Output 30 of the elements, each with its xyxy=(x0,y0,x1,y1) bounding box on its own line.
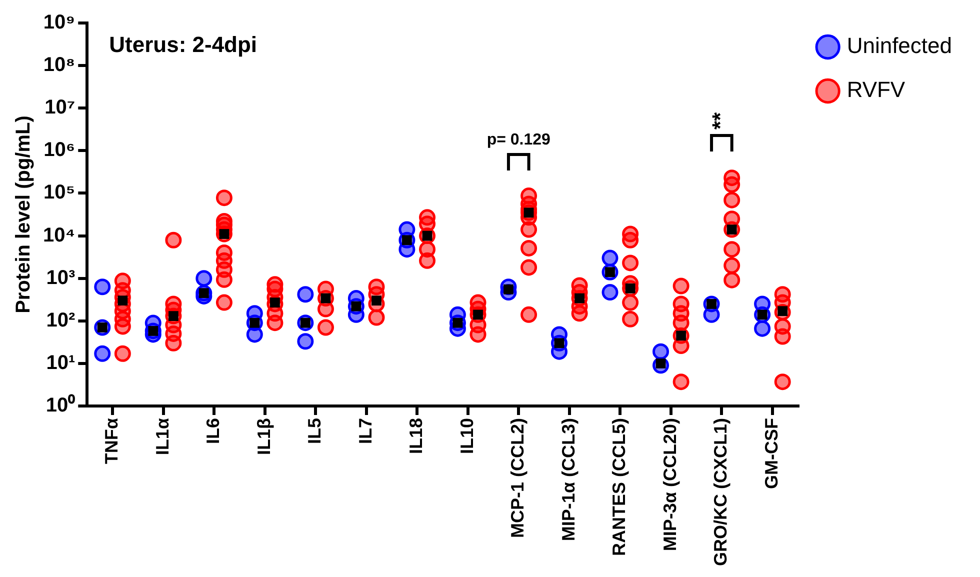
y-tick-label: 10⁶ xyxy=(44,139,76,162)
legend-label: RVFV xyxy=(846,77,906,102)
x-tick-label: MIP-1α (CCL3) xyxy=(558,418,578,542)
y-tick-label: 10³ xyxy=(46,266,76,289)
x-tick-label: RANTES (CCL5) xyxy=(609,418,630,556)
y-tick-label: 10⁹ xyxy=(43,12,76,34)
x-tick-label: IL1α xyxy=(152,418,172,456)
x-tick-label: IL7 xyxy=(355,418,376,444)
annotation: ** xyxy=(708,112,733,130)
x-tick-label: IL1β xyxy=(254,418,274,455)
x-tick-label: MCP-1 (CCL2) xyxy=(508,418,528,538)
x-tick-label: MIP-3α (CCL20) xyxy=(660,418,680,552)
x-tick-label: IL10 xyxy=(456,418,477,454)
legend-label: Uninfected xyxy=(846,33,952,58)
x-tick-label: IL5 xyxy=(304,418,325,444)
y-tick-label: 10⁸ xyxy=(43,54,76,76)
y-tick-label: 10⁰ xyxy=(46,394,76,417)
annotation: p= 0.129 xyxy=(486,131,551,148)
y-tick-label: 10² xyxy=(46,309,76,332)
y-tick-label: 10⁴ xyxy=(43,224,76,246)
x-tick-label: IL6 xyxy=(203,418,224,444)
y-tick-label: 10⁷ xyxy=(44,96,76,119)
x-tick-label: IL18 xyxy=(406,418,426,454)
x-tick-label: TNFα xyxy=(101,418,122,464)
y-axis-title: Protein level (pg/mL) xyxy=(12,116,35,314)
y-tick-label: 10¹ xyxy=(46,352,76,374)
x-tick-label: GM-CSF xyxy=(761,418,782,489)
x-tick-label: GRO/KC (CXCL1) xyxy=(710,418,731,566)
chart-title: Uterus: 2-4dpi xyxy=(109,32,258,58)
y-tick-label: 10⁵ xyxy=(44,182,76,204)
